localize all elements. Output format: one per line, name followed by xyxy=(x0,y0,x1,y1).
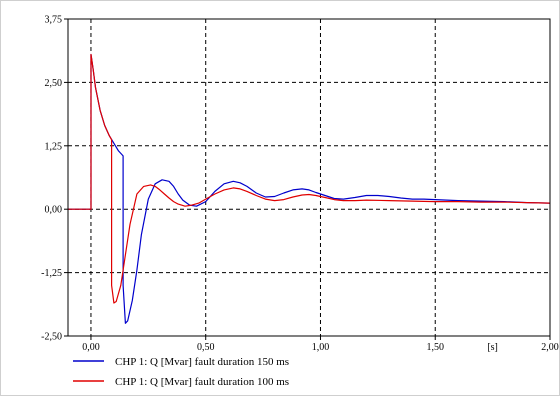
y-tick-label-5: -2,50 xyxy=(41,332,62,343)
legend-label-1: CHP 1: Q [Mvar] fault duration 100 ms xyxy=(115,376,289,388)
y-tick-label-1: 2,50 xyxy=(45,78,63,89)
x-tick-label-0: 0,00 xyxy=(82,342,100,353)
x-tick-label-4: 2,00 xyxy=(541,342,559,353)
y-tick-label-4: -1,25 xyxy=(41,268,62,279)
y-tick-label-0: 3,75 xyxy=(45,15,63,26)
legend: CHP 1: Q [Mvar] fault duration 150 ms CHP… xyxy=(73,356,289,388)
y-axis-ticks: 3,75 2,50 1,25 0,00 -1,25 -2,50 xyxy=(41,15,68,343)
x-tick-label-3: 1,50 xyxy=(426,342,444,353)
grid xyxy=(68,19,550,336)
x-axis-unit-label: [s] xyxy=(487,342,498,353)
series-line-1 xyxy=(68,53,551,304)
plot-area-border xyxy=(67,18,551,337)
legend-label-0: CHP 1: Q [Mvar] fault duration 150 ms xyxy=(115,356,289,368)
x-tick-label-1: 0,50 xyxy=(197,342,215,353)
x-axis-ticks: 0,00 0,50 1,00 1,50 2,00 xyxy=(82,336,559,353)
y-tick-label-3: 0,00 xyxy=(45,205,63,216)
x-tick-label-2: 1,00 xyxy=(312,342,330,353)
series-line-0 xyxy=(68,53,551,324)
series-lines xyxy=(68,53,551,324)
y-tick-label-2: 1,25 xyxy=(45,141,63,152)
